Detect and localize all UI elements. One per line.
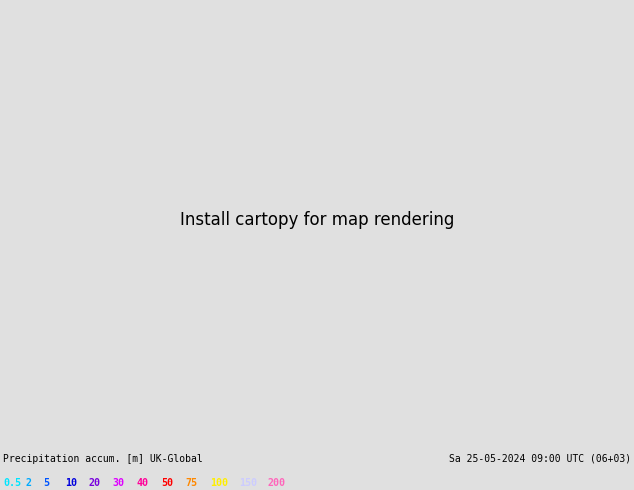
Text: 150: 150: [239, 478, 257, 488]
Text: Install cartopy for map rendering: Install cartopy for map rendering: [180, 211, 454, 229]
Text: 40: 40: [137, 478, 149, 488]
Text: 100: 100: [210, 478, 228, 488]
Text: 200: 200: [268, 478, 285, 488]
Text: 75: 75: [185, 478, 197, 488]
Text: 10: 10: [65, 478, 77, 488]
Text: 5: 5: [44, 478, 49, 488]
Text: 2: 2: [26, 478, 32, 488]
Text: 20: 20: [89, 478, 101, 488]
Text: Sa 25-05-2024 09:00 UTC (06+03): Sa 25-05-2024 09:00 UTC (06+03): [449, 454, 631, 464]
Text: 0.5: 0.5: [3, 478, 21, 488]
Text: 50: 50: [161, 478, 173, 488]
Text: 30: 30: [113, 478, 125, 488]
Text: Precipitation accum. [m] UK-Global: Precipitation accum. [m] UK-Global: [3, 454, 203, 464]
